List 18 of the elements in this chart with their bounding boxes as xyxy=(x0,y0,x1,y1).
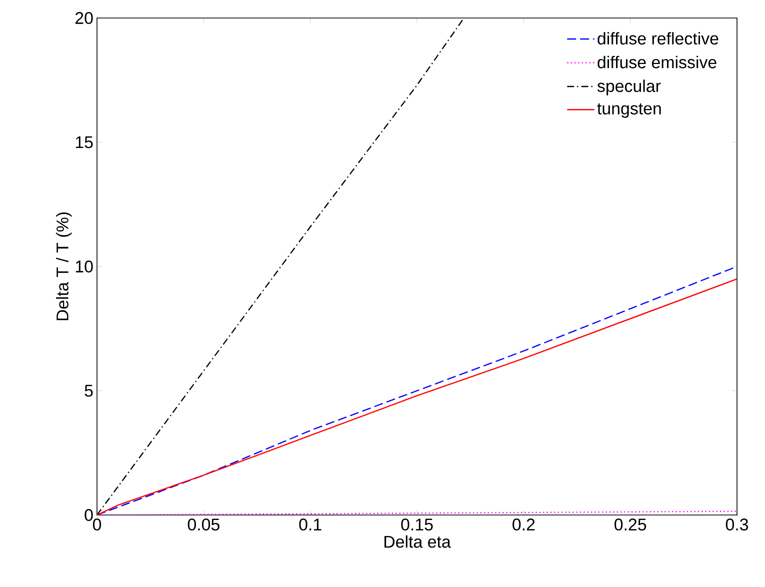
x-tick-label: 0.15 xyxy=(401,518,433,531)
legend-label: specular xyxy=(597,80,661,96)
y-tick-label: 15 xyxy=(76,136,93,148)
legend-label: diffuse emissive xyxy=(598,56,716,68)
y-tick-label: 10 xyxy=(76,260,93,272)
y-axis-title: Delta T / T (%) xyxy=(56,212,72,320)
y-tick-label: 5 xyxy=(84,384,93,397)
x-tick-label: 0.25 xyxy=(614,518,646,531)
x-tick-label: 0.3 xyxy=(726,518,748,531)
x-tick-label: 0.1 xyxy=(299,518,322,531)
x-tick-label: 0.05 xyxy=(188,518,220,531)
legend-label: diffuse reflective xyxy=(598,32,718,45)
x-tick-label: 0 xyxy=(92,518,102,531)
y-tick-label: 20 xyxy=(76,12,93,24)
y-tick-label: 0 xyxy=(84,509,93,521)
x-tick-label: 0.2 xyxy=(512,518,535,531)
legend-label: tungsten xyxy=(597,103,661,118)
x-axis-title: Delta eta xyxy=(384,535,451,548)
